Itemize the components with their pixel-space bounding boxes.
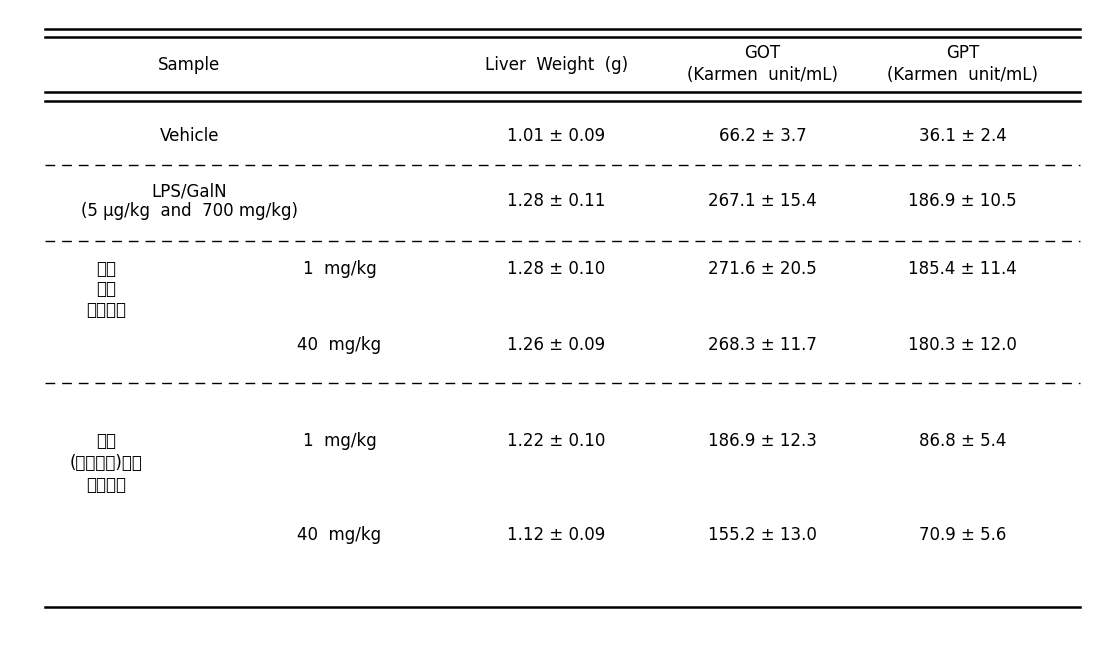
Text: 185.4 ± 11.4: 185.4 ± 11.4 <box>908 260 1017 278</box>
Text: LPS/GalN: LPS/GalN <box>151 182 227 201</box>
Text: 1  mg/kg: 1 mg/kg <box>303 260 376 278</box>
Text: 미강: 미강 <box>96 432 116 450</box>
Text: 식이투여: 식이투여 <box>86 301 126 319</box>
Text: (생물전환)산물: (생물전환)산물 <box>69 454 142 472</box>
Text: 1  mg/kg: 1 mg/kg <box>303 432 376 450</box>
Text: 40  mg/kg: 40 mg/kg <box>297 526 382 545</box>
Text: (Karmen  unit/mL): (Karmen unit/mL) <box>887 66 1038 84</box>
Text: (5 μg/kg  and  700 mg/kg): (5 μg/kg and 700 mg/kg) <box>81 202 297 220</box>
Text: (Karmen  unit/mL): (Karmen unit/mL) <box>687 66 838 84</box>
Text: Sample: Sample <box>158 56 220 74</box>
Text: 미강: 미강 <box>96 260 116 278</box>
Text: 66.2 ± 3.7: 66.2 ± 3.7 <box>719 127 806 145</box>
Text: Liver  Weight  (g): Liver Weight (g) <box>485 56 628 74</box>
Text: 268.3 ± 11.7: 268.3 ± 11.7 <box>708 336 817 354</box>
Text: 267.1 ± 15.4: 267.1 ± 15.4 <box>708 192 817 210</box>
Text: 86.8 ± 5.4: 86.8 ± 5.4 <box>919 432 1006 450</box>
Text: 180.3 ± 12.0: 180.3 ± 12.0 <box>908 336 1017 354</box>
Text: 1.28 ± 0.10: 1.28 ± 0.10 <box>508 260 605 278</box>
Text: 271.6 ± 20.5: 271.6 ± 20.5 <box>708 260 817 278</box>
Text: 36.1 ± 2.4: 36.1 ± 2.4 <box>919 127 1006 145</box>
Text: 186.9 ± 12.3: 186.9 ± 12.3 <box>708 432 817 450</box>
Text: 70.9 ± 5.6: 70.9 ± 5.6 <box>919 526 1006 545</box>
Text: 155.2 ± 13.0: 155.2 ± 13.0 <box>708 526 817 545</box>
Text: 1.12 ± 0.09: 1.12 ± 0.09 <box>508 526 605 545</box>
Text: 1.26 ± 0.09: 1.26 ± 0.09 <box>508 336 605 354</box>
Text: 1.28 ± 0.11: 1.28 ± 0.11 <box>508 192 605 210</box>
Text: GPT: GPT <box>946 44 979 62</box>
Text: 186.9 ± 10.5: 186.9 ± 10.5 <box>908 192 1017 210</box>
Text: 1.22 ± 0.10: 1.22 ± 0.10 <box>508 432 605 450</box>
Text: Vehicle: Vehicle <box>159 127 219 145</box>
Text: 1.01 ± 0.09: 1.01 ± 0.09 <box>508 127 605 145</box>
Text: 원물: 원물 <box>96 280 116 298</box>
Text: GOT: GOT <box>745 44 780 62</box>
Text: 40  mg/kg: 40 mg/kg <box>297 336 382 354</box>
Text: 식이투여: 식이투여 <box>86 476 126 495</box>
